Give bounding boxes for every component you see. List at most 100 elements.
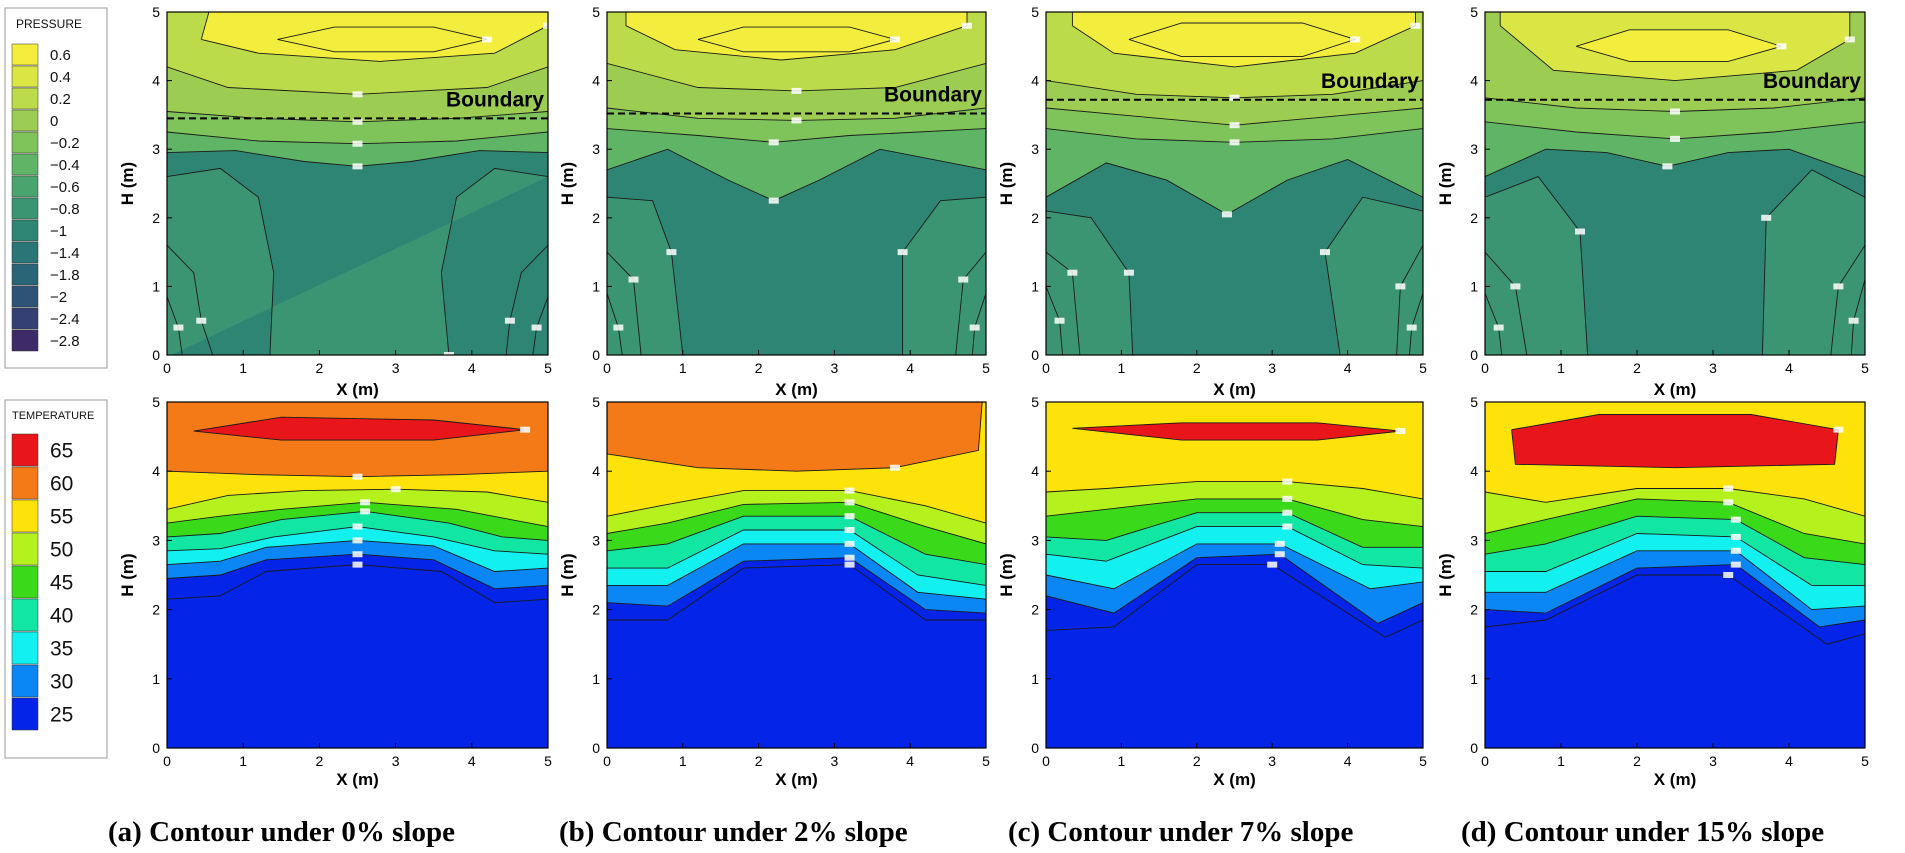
contour-line — [625, 12, 968, 61]
contour-level-marker — [1319, 249, 1330, 256]
contour-level-marker — [1723, 499, 1734, 506]
x-tick-label: 0 — [603, 753, 611, 769]
pressure-legend-level-label: 0 — [50, 113, 58, 130]
y-tick-label: 2 — [1031, 602, 1039, 618]
x-tick-label: 5 — [1861, 360, 1869, 376]
x-tick-label: 2 — [1633, 360, 1641, 376]
y-tick-label: 2 — [1470, 602, 1478, 618]
contour-level-marker — [1848, 317, 1859, 324]
contour-line — [1046, 564, 1423, 638]
x-tick-label: 5 — [982, 360, 990, 376]
contour-level-marker — [890, 464, 901, 471]
contour-fills — [1046, 12, 1423, 355]
contour-band — [698, 27, 895, 52]
x-tick-label: 4 — [1785, 753, 1793, 769]
contour-line — [1046, 512, 1423, 548]
y-tick-label: 0 — [1470, 740, 1478, 756]
contour-level-marker — [844, 499, 855, 506]
x-tick-label: 3 — [1268, 753, 1276, 769]
boundary-label: Boundary — [884, 84, 982, 107]
y-axis-label: H (m) — [1436, 553, 1455, 596]
contour-level-marker — [1282, 509, 1293, 516]
contour-level-marker — [1395, 283, 1406, 290]
contour-level-marker — [352, 561, 363, 568]
contour-lines — [1485, 414, 1865, 645]
y-tick-label: 1 — [152, 671, 160, 687]
contour-level-marker — [1274, 551, 1285, 558]
y-tick-label: 5 — [152, 394, 160, 410]
y-tick-label: 5 — [1031, 4, 1039, 20]
contour-line — [607, 515, 986, 566]
contour-level-marker — [1067, 269, 1078, 276]
contour-level-marker — [1510, 283, 1521, 290]
contour-level-marker — [1274, 540, 1285, 547]
x-axis-label: X (m) — [775, 770, 818, 789]
pressure-legend-swatch — [11, 307, 39, 330]
contour-level-marker — [482, 36, 493, 43]
y-tick-label: 5 — [1470, 394, 1478, 410]
plot-frame — [1045, 11, 1424, 356]
contour-level-marker — [1406, 324, 1417, 331]
contour-level-marker — [1670, 135, 1680, 142]
contour-panel-temperature-b: 0 1 2 3 4 5 0 1 2 3 4 5 X (m) H (m) — [558, 394, 990, 789]
boundary-label: Boundary — [446, 88, 544, 111]
y-tick-label: 5 — [1470, 4, 1478, 20]
x-tick-label: 4 — [906, 753, 914, 769]
pressure-legend-swatch — [11, 153, 39, 176]
x-tick-label: 0 — [1481, 360, 1489, 376]
y-tick-label: 5 — [152, 4, 160, 20]
pressure-legend-swatch — [11, 87, 39, 110]
contour-line — [1046, 481, 1423, 500]
contour-line — [1046, 498, 1423, 528]
x-axis-label: X (m) — [1654, 770, 1697, 789]
y-tick-label: 4 — [152, 463, 160, 479]
x-tick-label: 2 — [316, 753, 324, 769]
y-axis-label: H (m) — [558, 162, 577, 205]
contour-band — [277, 27, 487, 52]
contour-level-marker — [897, 249, 908, 256]
y-tick-label: 2 — [152, 602, 160, 618]
contour-line — [1046, 526, 1423, 569]
y-tick-label: 1 — [1031, 278, 1039, 294]
contour-level-marker — [969, 324, 980, 331]
contour-band — [167, 168, 548, 355]
contour-line — [200, 12, 548, 62]
contour-level-marker — [1123, 269, 1134, 276]
x-axis-label: X (m) — [336, 380, 379, 399]
y-tick-label: 4 — [592, 73, 600, 89]
contour-line — [902, 196, 986, 355]
y-tick-label: 2 — [592, 210, 600, 226]
y-axis-label: H (m) — [997, 553, 1016, 596]
y-axis-label: H (m) — [118, 553, 137, 596]
x-tick-label: 4 — [468, 360, 476, 376]
contour-level-marker — [768, 197, 779, 204]
contour-lines — [607, 12, 986, 355]
x-tick-label: 1 — [1118, 753, 1126, 769]
temperature-legend-level-label: 50 — [50, 539, 73, 562]
contour-level-marker — [1833, 283, 1844, 290]
contour-line — [505, 244, 548, 355]
contour-lines — [1046, 422, 1423, 638]
contour-level-marker — [844, 513, 855, 520]
contour-level-marker — [352, 473, 363, 480]
y-axis-label: H (m) — [1436, 162, 1455, 205]
y-axis-label: H (m) — [558, 553, 577, 596]
x-axis-label: X (m) — [1654, 380, 1697, 399]
contour-band — [1511, 414, 1839, 468]
x-tick-label: 3 — [831, 360, 839, 376]
contour-panel-temperature-c: 0 1 2 3 4 5 0 1 2 3 4 5 X (m) H (m) — [997, 394, 1427, 789]
x-tick-label: 1 — [679, 360, 687, 376]
contour-level-marker — [360, 499, 371, 506]
contour-lines — [167, 416, 548, 604]
contour-band — [902, 197, 986, 355]
x-tick-label: 0 — [603, 360, 611, 376]
y-tick-label: 0 — [1470, 347, 1478, 363]
y-tick-label: 3 — [1031, 532, 1039, 548]
plot-frame — [166, 401, 549, 749]
contour-line — [607, 501, 986, 545]
temperature-legend-swatch — [11, 433, 39, 467]
pressure-legend-swatch — [11, 131, 39, 154]
contour-panel-pressure-b: Boundary 0 1 2 3 4 5 0 1 2 3 4 5 X (m) H (m) — [558, 4, 990, 399]
contour-fills — [1046, 402, 1423, 638]
